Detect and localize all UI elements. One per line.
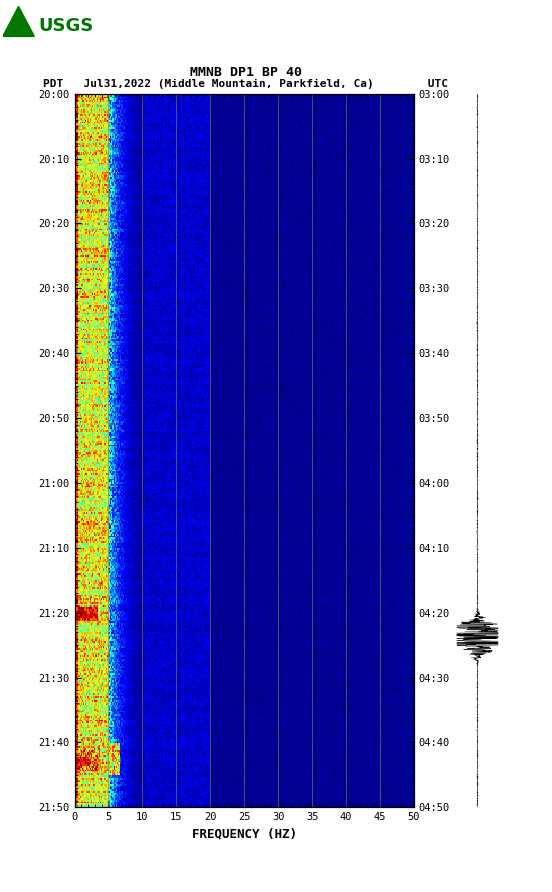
Polygon shape <box>3 6 34 37</box>
Text: USGS: USGS <box>39 17 94 35</box>
X-axis label: FREQUENCY (HZ): FREQUENCY (HZ) <box>192 828 297 840</box>
Text: MMNB DP1 BP 40: MMNB DP1 BP 40 <box>190 66 301 79</box>
Text: PDT   Jul31,2022 (Middle Mountain, Parkfield, Ca)        UTC: PDT Jul31,2022 (Middle Mountain, Parkfie… <box>43 79 448 89</box>
